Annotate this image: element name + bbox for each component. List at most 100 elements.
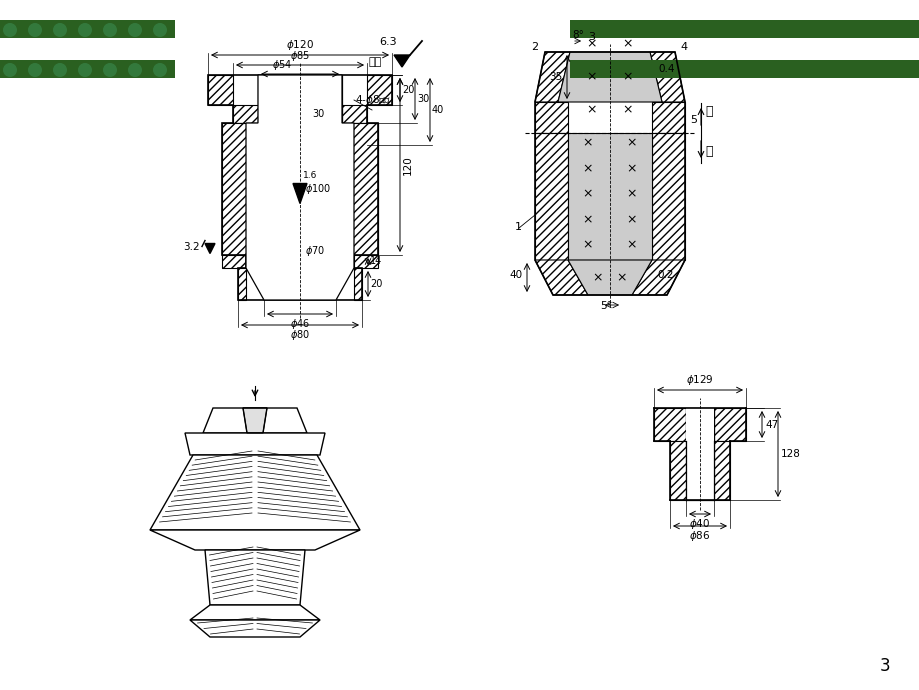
Circle shape (103, 23, 117, 37)
Text: ×: × (622, 70, 632, 83)
Polygon shape (245, 268, 354, 300)
Polygon shape (185, 433, 324, 455)
Polygon shape (292, 184, 307, 204)
Text: $\phi$54: $\phi$54 (272, 58, 291, 72)
Polygon shape (558, 52, 662, 102)
Polygon shape (342, 75, 378, 255)
Text: $\phi$129: $\phi$129 (686, 373, 713, 387)
Text: ×: × (626, 213, 637, 226)
Text: 40: 40 (432, 105, 444, 115)
Text: $\phi$80: $\phi$80 (289, 328, 310, 342)
Text: 6.3: 6.3 (379, 37, 396, 47)
Polygon shape (233, 105, 257, 123)
Text: 0.4: 0.4 (657, 64, 674, 74)
Polygon shape (245, 75, 354, 300)
Text: 上: 上 (704, 105, 711, 118)
Text: 3.2: 3.2 (183, 241, 199, 251)
Text: 20: 20 (402, 85, 414, 95)
Text: $\phi$70: $\phi$70 (305, 244, 324, 259)
Circle shape (3, 63, 17, 77)
Polygon shape (221, 255, 245, 268)
Text: 5: 5 (689, 115, 697, 125)
Polygon shape (354, 255, 378, 268)
Circle shape (53, 63, 67, 77)
Polygon shape (669, 441, 686, 500)
Text: 4-$\phi$8均布: 4-$\phi$8均布 (355, 93, 391, 107)
Circle shape (128, 63, 142, 77)
Text: ×: × (586, 104, 596, 117)
Polygon shape (535, 133, 567, 260)
Text: ×: × (626, 162, 637, 175)
Text: $\phi$86: $\phi$86 (688, 529, 710, 543)
Polygon shape (238, 268, 245, 300)
Text: 14: 14 (369, 257, 381, 266)
Text: 3: 3 (587, 32, 595, 42)
Text: ×: × (592, 271, 603, 284)
Text: 其余: 其余 (368, 57, 381, 67)
Polygon shape (535, 52, 570, 102)
Text: 35: 35 (548, 72, 562, 82)
Text: $\phi$40: $\phi$40 (688, 517, 709, 531)
Text: ×: × (582, 162, 593, 175)
Polygon shape (243, 408, 267, 433)
Text: 120: 120 (403, 155, 413, 175)
Circle shape (128, 23, 142, 37)
Text: 47: 47 (765, 420, 777, 429)
Bar (0, 60, 175, 78)
Polygon shape (713, 408, 745, 441)
Text: $\phi$85: $\phi$85 (289, 49, 310, 63)
Text: 30: 30 (416, 94, 429, 104)
Polygon shape (631, 260, 685, 295)
Polygon shape (205, 550, 305, 605)
Text: ×: × (626, 239, 637, 251)
Text: ×: × (626, 188, 637, 201)
Text: 1.6: 1.6 (302, 170, 317, 179)
Text: 128: 128 (780, 449, 800, 459)
Bar (570, 60, 919, 78)
Text: 下: 下 (704, 145, 711, 158)
Polygon shape (342, 123, 378, 255)
Polygon shape (567, 260, 652, 295)
Text: ×: × (582, 239, 593, 251)
Polygon shape (653, 408, 686, 441)
Text: 8°: 8° (572, 30, 584, 40)
Circle shape (28, 23, 42, 37)
Text: $\phi$46: $\phi$46 (289, 317, 310, 331)
Text: $\phi$120: $\phi$120 (286, 38, 313, 52)
Polygon shape (203, 408, 307, 433)
Text: ×: × (582, 137, 593, 150)
Circle shape (153, 23, 167, 37)
Polygon shape (367, 75, 391, 105)
Circle shape (153, 63, 167, 77)
Text: ×: × (626, 137, 637, 150)
Text: ×: × (582, 213, 593, 226)
Circle shape (103, 63, 117, 77)
Bar (570, 20, 919, 38)
Bar (257, 75, 342, 123)
Text: ×: × (582, 188, 593, 201)
Polygon shape (190, 605, 320, 620)
Polygon shape (221, 75, 300, 255)
Circle shape (53, 23, 67, 37)
Polygon shape (150, 455, 359, 530)
Polygon shape (221, 123, 257, 255)
Polygon shape (650, 52, 685, 102)
Bar (0, 20, 175, 38)
Circle shape (28, 63, 42, 77)
Text: ×: × (586, 37, 596, 50)
Text: ×: × (622, 37, 632, 50)
Text: 1: 1 (515, 222, 521, 232)
Bar (567, 133, 652, 260)
Polygon shape (652, 133, 685, 260)
Bar (686, 408, 713, 441)
Circle shape (3, 23, 17, 37)
Text: ×: × (622, 104, 632, 117)
Text: 5°: 5° (599, 301, 611, 311)
Polygon shape (713, 441, 729, 500)
Bar (245, 123, 354, 268)
Text: ×: × (586, 70, 596, 83)
Polygon shape (190, 620, 320, 637)
Text: 0.2: 0.2 (656, 270, 673, 279)
Polygon shape (535, 260, 587, 295)
Text: 40: 40 (509, 270, 522, 279)
